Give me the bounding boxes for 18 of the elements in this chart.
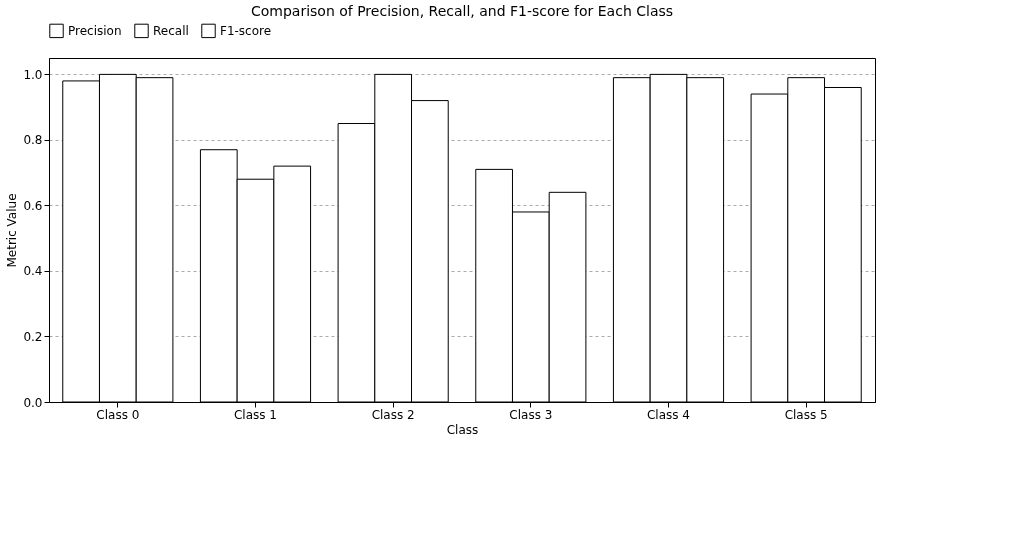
y-axis-title: Metric Value: [5, 193, 20, 268]
x-tick-label: Class 4: [646, 407, 691, 422]
y-tick-label: 0.2: [23, 329, 43, 344]
y-tick-label: 0.0: [23, 395, 43, 410]
y-tick-label: 0.6: [23, 198, 43, 213]
x-tick-label: Class 2: [371, 407, 415, 422]
y-tick-label: 1.0: [23, 67, 43, 82]
legend-label: F1-score: [220, 23, 272, 38]
chart-title: Comparison of Precision, Recall, and F1-score for Each Class: [250, 3, 674, 19]
x-axis-title: Class: [446, 422, 479, 437]
legend-label: Precision: [68, 23, 122, 38]
y-tick-label: 0.8: [23, 133, 43, 148]
x-tick-label: Class 5: [784, 407, 828, 422]
x-tick-label: Class 0: [96, 407, 140, 422]
x-tick-label: Class 3: [509, 407, 553, 422]
y-tick-label: 0.4: [23, 264, 43, 279]
x-tick-label: Class 1: [233, 407, 278, 422]
legend-label: Recall: [153, 23, 189, 38]
